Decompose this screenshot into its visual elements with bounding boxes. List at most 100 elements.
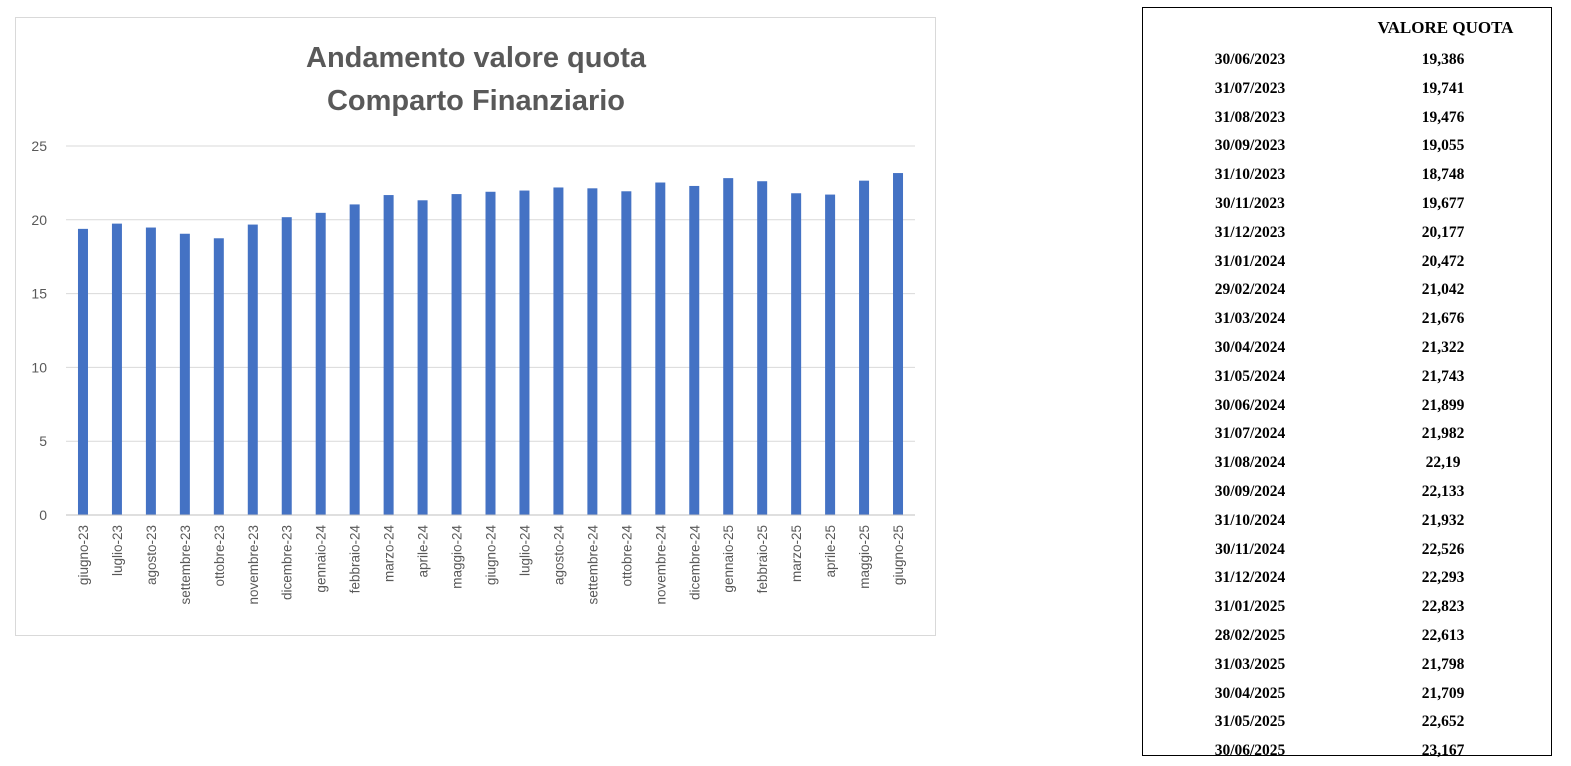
table-cell-date: 31/07/2024 [1214,425,1286,443]
table-cell-value: 18,748 [1421,166,1465,184]
table-cell-date: 31/03/2025 [1214,655,1286,673]
table-cell-date: 30/09/2023 [1214,137,1286,155]
table-row: 30/06/2023 19,386 [1143,46,1551,75]
x-tick-label: aprile-24 [416,525,431,578]
x-tick-label: maggio-24 [450,525,465,589]
bar [757,181,768,515]
quote-table: VALORE QUOTA 30/06/2023 19,386 31/07/2023 1… [1142,7,1552,759]
table-row: 30/04/2025 21,709 [1143,680,1551,709]
bar [451,194,462,516]
bar [791,193,802,515]
table-cell-value: 22,652 [1421,713,1465,731]
x-tick-label: settembre-24 [585,525,600,605]
table-row: 31/03/2025 21,798 [1143,651,1551,680]
table-row: 30/04/2024 21,322 [1143,334,1551,363]
bar [485,191,496,516]
bar [111,223,122,515]
table-header-value: VALORE QUOTA [1377,18,1514,37]
table-cell-date: 30/11/2024 [1215,540,1285,558]
bar [859,180,870,515]
x-tick-label: giugno-23 [76,525,91,585]
table-row: 30/09/2024 22,133 [1143,478,1551,507]
table-row: 31/07/2024 21,982 [1143,420,1551,449]
table-row: 31/05/2024 21,743 [1143,363,1551,392]
bar [621,191,632,515]
x-tick-label: giugno-24 [484,525,499,586]
table-cell-date: 31/10/2023 [1214,166,1286,184]
x-tick-label: dicembre-23 [280,525,295,600]
x-tick-label: dicembre-24 [687,525,702,601]
table-row: 31/10/2024 21,932 [1143,507,1551,536]
table-row: 31/07/2023 19,741 [1143,75,1551,104]
table-row: 31/01/2025 22,823 [1143,593,1551,622]
table-row: 31/08/2024 22,19 [1143,449,1551,478]
bar [179,233,190,515]
x-tick-label: luglio-24 [517,525,532,577]
table-cell-value: 22,133 [1421,482,1465,500]
x-tick-label: novembre-23 [246,525,261,605]
bar-chart: Andamento valore quota Comparto Finanzia… [31,42,915,605]
chart-title-line-2: Comparto Finanziario [327,85,625,117]
table-cell-value: 21,932 [1421,511,1465,529]
bar [655,182,666,515]
table-cell-date: 28/02/2025 [1214,626,1286,644]
bar [417,200,428,515]
table-cell-value: 21,899 [1421,396,1465,414]
table-row: 28/02/2025 22,613 [1143,622,1551,651]
x-tick-label: gennaio-24 [314,525,329,593]
x-tick-label: maggio-25 [857,525,872,589]
table-cell-value: 22,526 [1421,540,1465,558]
table-cell-date: 30/11/2023 [1215,194,1285,212]
bar [553,187,564,516]
table-cell-value: 21,676 [1421,310,1465,328]
bar [77,228,88,515]
table-cell-date: 30/06/2024 [1214,396,1286,414]
table-cell-date: 31/05/2024 [1214,367,1286,385]
table-row: 31/12/2024 22,293 [1143,564,1551,593]
table-cell-date: 31/03/2024 [1214,310,1286,328]
table-cell-date: 31/10/2024 [1214,511,1286,529]
table-row: 29/02/2024 21,042 [1143,276,1551,305]
table-cell-date: 30/06/2025 [1214,742,1286,760]
bar [893,173,904,515]
bar [213,238,224,515]
table-row: 31/03/2024 21,676 [1143,305,1551,334]
table-cell-value: 21,322 [1421,338,1465,356]
chart-title-line-1: Andamento valore quota [306,42,647,74]
bar [349,204,360,515]
x-tick-label: ottobre-24 [619,525,634,587]
table-cell-value: 23,167 [1421,742,1465,760]
table-cell-value: 19,741 [1421,79,1465,97]
table-cell-value: 22,823 [1421,598,1465,616]
y-tick-label: 15 [31,286,47,302]
bar [247,224,258,515]
table-cell-value: 21,982 [1421,425,1465,443]
table-row: 30/11/2023 19,677 [1143,190,1551,219]
bar [315,212,326,515]
bar [281,217,292,515]
table-cell-date: 30/04/2025 [1214,684,1286,702]
table-cell-value: 22,19 [1425,454,1461,472]
bars [77,173,904,516]
table-cell-value: 21,709 [1421,684,1465,702]
x-axis-labels: giugno-23 luglio-23 agosto-23 settembre-23 o… [76,525,906,605]
bar [689,185,700,515]
table-cell-date: 31/05/2025 [1214,713,1286,731]
bar [723,178,734,516]
table-cell-date: 30/09/2024 [1214,482,1286,500]
table-row: 30/11/2024 22,526 [1143,536,1551,565]
x-tick-label: gennaio-25 [721,525,736,593]
table-row: 31/12/2023 20,177 [1143,219,1551,248]
table-cell-value: 21,042 [1421,281,1465,299]
table-cell-value: 19,677 [1421,194,1465,212]
bar [825,194,836,515]
x-tick-label: luglio-23 [110,525,125,576]
x-tick-label: agosto-24 [551,525,566,586]
x-tick-label: marzo-24 [382,525,397,583]
table-cell-value: 21,743 [1421,367,1465,385]
table-cell-value: 22,613 [1421,626,1465,644]
table-cell-date: 31/12/2024 [1214,569,1286,587]
table-header: VALORE QUOTA [1143,18,1551,38]
bar [519,190,530,515]
chart-panel: Andamento valore quota Comparto Finanzia… [15,17,936,636]
